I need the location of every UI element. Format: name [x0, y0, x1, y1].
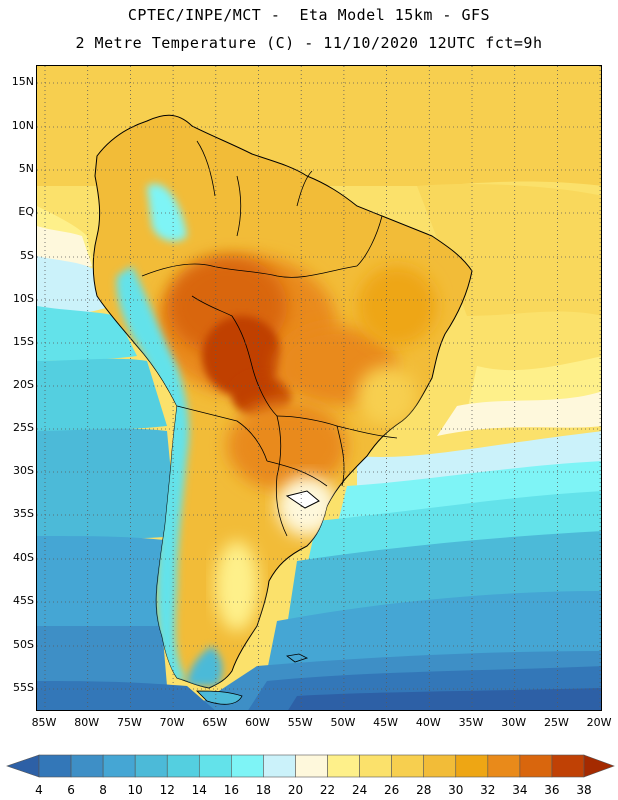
- colorbar-label: 20: [287, 783, 304, 797]
- colorbar-label: 22: [319, 783, 336, 797]
- colorbar-label: 26: [384, 783, 400, 797]
- lon-label-45w: 45W: [373, 716, 399, 729]
- lat-label-25s: 25S: [13, 421, 34, 434]
- lon-label-80w: 80W: [74, 716, 100, 729]
- lat-label-eq: EQ: [18, 205, 34, 218]
- colorbar-label: 36: [544, 783, 560, 797]
- colorbar-box: [198, 754, 232, 778]
- colorbar-arrow-high: [583, 754, 615, 778]
- title-line-1: CPTEC/INPE/MCT - Eta Model 15km - GFS: [127, 6, 491, 24]
- lat-label-35s: 35S: [13, 507, 34, 520]
- lat-label-10n: 10N: [11, 119, 34, 132]
- colorbar-label: 38: [576, 783, 592, 797]
- lat-label-5s: 5S: [20, 249, 34, 262]
- lon-label-25w: 25W: [543, 716, 569, 729]
- lat-label-45s: 45S: [13, 594, 34, 607]
- lat-label-5n: 5N: [18, 162, 34, 175]
- lon-label-65w: 65W: [202, 716, 228, 729]
- colorbar: [6, 754, 615, 778]
- colorbar-label: 32: [480, 783, 496, 797]
- colorbar-label: 34: [512, 783, 528, 797]
- colorbar-label: 14: [191, 783, 207, 797]
- lon-label-40w: 40W: [415, 716, 441, 729]
- colorbar-label: 18: [255, 783, 272, 797]
- landmass: [92, 114, 473, 705]
- colorbar-box: [327, 754, 360, 778]
- map-frame: [36, 65, 602, 711]
- lon-label-50w: 50W: [330, 716, 356, 729]
- colorbar-box: [551, 754, 585, 778]
- colorbar-label: 28: [416, 783, 432, 797]
- lat-label-40s: 40S: [13, 551, 34, 564]
- lat-label-15n: 15N: [11, 75, 34, 88]
- lon-label-20w: 20W: [586, 716, 612, 729]
- colorbar-label: 30: [448, 783, 464, 797]
- colorbar-box: [166, 754, 200, 778]
- colorbar-box: [102, 754, 136, 778]
- colorbar-box: [519, 754, 553, 778]
- lon-label-55w: 55W: [287, 716, 313, 729]
- colorbar-box: [423, 754, 457, 778]
- lat-label-10s: 10S: [13, 292, 34, 305]
- colorbar-box: [70, 754, 104, 778]
- lat-label-30s: 30S: [13, 464, 34, 477]
- colorbar-box: [134, 754, 168, 778]
- lon-label-70w: 70W: [159, 716, 185, 729]
- colorbar-label: 16: [223, 783, 239, 797]
- colorbar-box: [391, 754, 425, 778]
- country-borders: [141, 140, 398, 537]
- temperature-map: [37, 66, 601, 710]
- lat-label-20s: 20S: [13, 378, 34, 391]
- lat-label-15s: 15S: [13, 335, 34, 348]
- colorbar-box: [487, 754, 521, 778]
- lon-label-85w: 85W: [31, 716, 57, 729]
- colorbar-label: 12: [159, 783, 175, 797]
- colorbar-label: 10: [127, 783, 143, 797]
- title-line-2: 2 Metre Temperature (C) - 11/10/2020 12U…: [75, 34, 543, 52]
- colorbar-box: [38, 754, 72, 778]
- lon-label-75w: 75W: [116, 716, 142, 729]
- lon-label-60w: 60W: [245, 716, 270, 729]
- lat-label-50s: 50S: [13, 638, 34, 651]
- colorbar-label: 8: [99, 783, 107, 797]
- colorbar-arrow-low: [6, 754, 40, 778]
- colorbar-box: [263, 754, 296, 778]
- colorbar-label: 4: [35, 783, 43, 797]
- colorbar-box: [359, 754, 392, 778]
- colorbar-box: [295, 754, 328, 778]
- colorbar-box: [231, 754, 264, 778]
- lat-label-55s: 55S: [13, 681, 34, 694]
- colorbar-box: [455, 754, 489, 778]
- colorbar-label: 6: [67, 783, 75, 797]
- lon-label-30w: 30W: [501, 716, 527, 729]
- colorbar-label: 24: [351, 783, 368, 797]
- ocean-field: [37, 66, 601, 710]
- lon-label-35w: 35W: [458, 716, 484, 729]
